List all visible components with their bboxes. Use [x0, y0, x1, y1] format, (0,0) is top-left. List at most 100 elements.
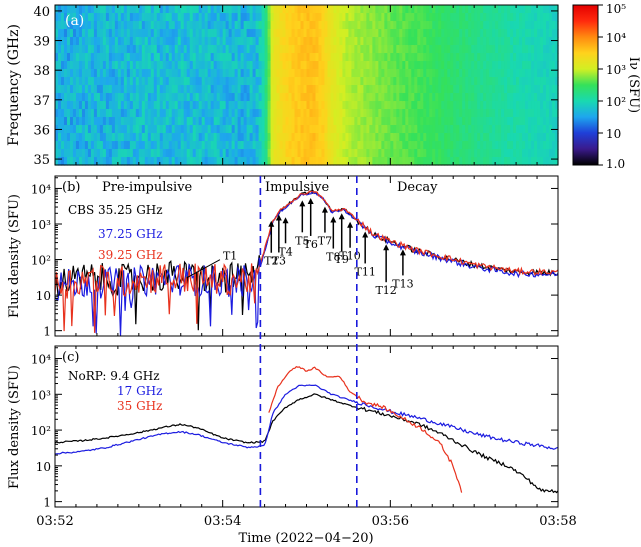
heatmap-cell [87, 141, 92, 150]
heatmap-cell [234, 45, 239, 54]
heatmap-cell [465, 5, 469, 14]
heatmap-cell [426, 45, 430, 54]
heatmap-cell [246, 45, 251, 54]
heatmap-cell [210, 5, 215, 14]
panel-b-label: (b) [62, 180, 80, 195]
heatmap-cell [543, 37, 547, 46]
heatmap-cell [309, 21, 314, 30]
heatmap-cell [162, 101, 167, 110]
heatmap-cell [96, 5, 101, 14]
heatmap-cell [429, 37, 433, 46]
heatmap-cell [177, 101, 182, 110]
heatmap-cell [288, 5, 293, 14]
heatmap-cell [99, 101, 104, 110]
heatmap-cell [552, 133, 556, 142]
heatmap-cell [120, 21, 125, 30]
heatmap-cell [453, 125, 457, 134]
heatmap-cell [327, 133, 332, 142]
heatmap-cell [234, 157, 239, 166]
heatmap-cell [138, 53, 143, 62]
heatmap-cell [408, 45, 412, 54]
heatmap-cell [543, 125, 547, 134]
heatmap-cell [489, 141, 493, 150]
heatmap-cell [378, 101, 382, 110]
heatmap-cell [78, 77, 83, 86]
heatmap-cell [396, 53, 400, 62]
heatmap-cell [546, 45, 550, 54]
heatmap-cell [348, 45, 353, 54]
heatmap-cell [477, 13, 481, 22]
heatmap-cell [78, 53, 83, 62]
heatmap-cell [462, 125, 466, 134]
heatmap-cell [474, 29, 478, 38]
legend-b-39-25: 39.25 GHz [98, 248, 163, 262]
heatmap-cell [480, 93, 484, 102]
heatmap-cell [165, 85, 170, 94]
heatmap-cell [105, 21, 110, 30]
heatmap-cell [525, 93, 529, 102]
heatmap-cell [501, 85, 505, 94]
heatmap-cell [375, 29, 379, 38]
heatmap-cell [270, 21, 275, 30]
heatmap-cell [81, 45, 86, 54]
heatmap-cell [273, 53, 278, 62]
heatmap-cell [423, 21, 427, 30]
heatmap-cell [372, 61, 376, 70]
heatmap-cell [507, 85, 511, 94]
heatmap-cell [537, 133, 541, 142]
heatmap-cell [75, 77, 80, 86]
heatmap-cell [78, 45, 83, 54]
heatmap-cell [504, 141, 508, 150]
heatmap-cell [204, 133, 209, 142]
heatmap-cell [507, 101, 511, 110]
heatmap-cell [63, 13, 68, 22]
heatmap-cell [333, 13, 338, 22]
heatmap-cell [78, 133, 83, 142]
heatmap-cell [150, 21, 155, 30]
heatmap-cell [549, 157, 553, 166]
heatmap-cell [324, 29, 329, 38]
heatmap-cell [339, 53, 344, 62]
heatmap-cell [96, 141, 101, 150]
heatmap-cell [510, 45, 514, 54]
heatmap-cell [336, 13, 341, 22]
heatmap-cell [225, 117, 230, 126]
heatmap-cell [348, 53, 353, 62]
heatmap-cell [75, 149, 80, 158]
heatmap-cell [144, 45, 149, 54]
heatmap-cell [123, 157, 128, 166]
heatmap-cell [522, 149, 526, 158]
heatmap-cell [333, 5, 338, 14]
heatmap-cell [321, 133, 326, 142]
heatmap-cell [210, 77, 215, 86]
heatmap-cell [345, 133, 350, 142]
heatmap-cell [342, 37, 347, 46]
heatmap-cell [216, 77, 221, 86]
heatmap-cell [435, 149, 439, 158]
heatmap-cell [525, 125, 529, 134]
heatmap-cell [57, 149, 62, 158]
heatmap-cell [195, 133, 200, 142]
heatmap-cell [153, 21, 158, 30]
heatmap-cell [312, 93, 317, 102]
heatmap-cell [153, 109, 158, 118]
heatmap-cell [78, 157, 83, 166]
heatmap-cell [348, 37, 353, 46]
heatmap-cell [108, 141, 113, 150]
heatmap-cell [192, 93, 197, 102]
heatmap-cell [315, 69, 320, 78]
heatmap-cell [387, 141, 391, 150]
heatmap-cell [372, 45, 376, 54]
heatmap-cell [219, 149, 224, 158]
heatmap-cell [312, 101, 317, 110]
heatmap-cell [216, 141, 221, 150]
heatmap-cell [222, 69, 227, 78]
heatmap-cell [297, 77, 302, 86]
heatmap-cell [459, 5, 463, 14]
heatmap-cell [450, 117, 454, 126]
heatmap-cell [456, 125, 460, 134]
heatmap-cell [492, 45, 496, 54]
heatmap-cell [291, 21, 296, 30]
heatmap-cell [150, 13, 155, 22]
heatmap-cell [246, 133, 251, 142]
